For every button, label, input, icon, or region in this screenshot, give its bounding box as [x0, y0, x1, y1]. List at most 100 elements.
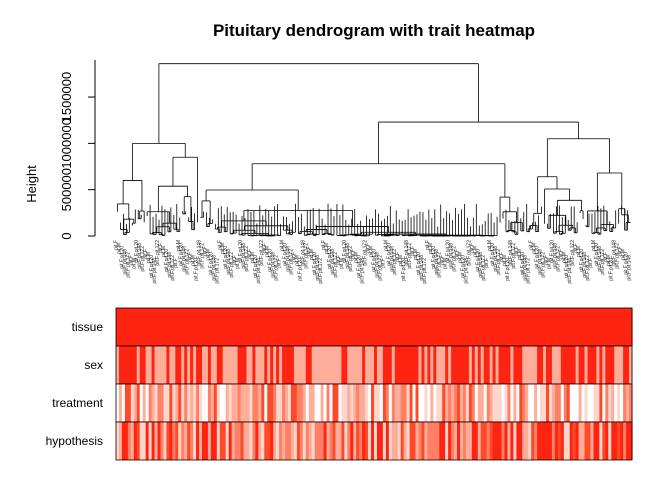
- heatmap-cell: [507, 384, 512, 422]
- heatmap-cell: [400, 384, 405, 422]
- heatmap-cell: [329, 422, 334, 460]
- heatmap-cell: [293, 346, 298, 384]
- heatmap-cell: [359, 346, 363, 384]
- heatmap-cell: [145, 422, 150, 460]
- heatmap-cell: [169, 384, 173, 422]
- heatmap-cell: [305, 308, 310, 346]
- heatmap-cell: [629, 308, 633, 346]
- heatmap-cell: [412, 422, 417, 460]
- heatmap-cell: [160, 346, 165, 384]
- heatmap-cell: [492, 422, 497, 460]
- heatmap-cell: [602, 346, 606, 384]
- leaf-label: pit.F.pit.148: [478, 252, 484, 278]
- leaf-label: pit.F.pit.172: [481, 255, 487, 281]
- heatmap-cell: [418, 422, 423, 460]
- heatmap-cell: [246, 308, 251, 346]
- leaf-label: pit.F: [202, 246, 208, 256]
- leaf-label: pit.F: [113, 240, 119, 250]
- heatmap-cell: [602, 308, 606, 346]
- heatmap-cell: [519, 422, 523, 460]
- heatmap-cell: [489, 308, 494, 346]
- heatmap-cell: [255, 422, 259, 460]
- heatmap-cell: [243, 308, 248, 346]
- heatmap-cell: [365, 308, 369, 346]
- heatmap-cell: [528, 384, 532, 422]
- heatmap-cell: [362, 308, 366, 346]
- heatmap-cell: [225, 308, 230, 346]
- heatmap-cell: [237, 308, 242, 346]
- heatmap-cell: [210, 422, 215, 460]
- heatmap-cell: [308, 346, 313, 384]
- heatmap-cell: [575, 384, 580, 422]
- heatmap-cell: [569, 346, 574, 384]
- leaf-label: pit.F.pit.20: [179, 243, 185, 266]
- leaf-label: pit.F.pit.148: [182, 246, 188, 272]
- heatmap-cell: [335, 346, 340, 384]
- heatmap-cell: [148, 422, 153, 460]
- heatmap-cell: [623, 422, 627, 460]
- heatmap-cell: [507, 308, 512, 346]
- leaf-label: pit.F: [484, 258, 490, 268]
- heatmap-cell: [255, 308, 259, 346]
- heatmap-cell: [317, 384, 322, 422]
- trait-row-label: tissue: [72, 320, 104, 334]
- heatmap-cell: [329, 384, 334, 422]
- leaf-label: pit.F: [440, 255, 446, 265]
- leaf-label: pit.F: [188, 252, 194, 262]
- heatmap-cell: [142, 384, 147, 422]
- leaf-label: pit.F.pit.172: [452, 246, 458, 272]
- heatmap-cell: [317, 422, 322, 460]
- heatmap-cell: [424, 308, 428, 346]
- leaf-label: pit.M: [116, 243, 122, 254]
- heatmap-cell: [154, 422, 159, 460]
- heatmap-cell: [255, 384, 259, 422]
- heatmap-cell: [142, 308, 147, 346]
- leaf-label: pit.F.pit.148: [523, 255, 529, 281]
- heatmap-cell: [317, 346, 322, 384]
- heatmap-cell: [178, 422, 182, 460]
- leaf-label: pit.M: [265, 246, 271, 257]
- heatmap-cell: [139, 384, 144, 422]
- heatmap-cell: [329, 308, 334, 346]
- heatmap-cell: [551, 346, 556, 384]
- heatmap-cell: [190, 422, 194, 460]
- heatmap-cell: [302, 384, 307, 422]
- heatmap-cell: [439, 384, 443, 422]
- heatmap-cell: [572, 346, 577, 384]
- heatmap-cell: [181, 346, 185, 384]
- heatmap-cell: [213, 308, 218, 346]
- heatmap-cell: [495, 308, 500, 346]
- leaf-label: pit.F: [543, 255, 549, 265]
- heatmap-cell: [498, 422, 503, 460]
- leaf-label: pit.M: [250, 252, 256, 263]
- leaf-label: pit.F.pit.172: [199, 243, 205, 269]
- leaf-label: pit.F.pit.20: [416, 252, 422, 275]
- heatmap-cell: [258, 308, 262, 346]
- leaf-label: pit.M: [472, 246, 478, 257]
- heatmap-cell: [400, 422, 405, 460]
- heatmap-cell: [486, 384, 491, 422]
- leaf-label: pit.M: [621, 249, 627, 260]
- heatmap-cell: [228, 308, 233, 346]
- heatmap-cell: [626, 308, 630, 346]
- heatmap-cell: [451, 308, 455, 346]
- leaf-label: pit.M: [205, 249, 211, 260]
- heatmap-cell: [204, 422, 209, 460]
- heatmap-cell: [288, 308, 292, 346]
- heatmap-cell: [498, 384, 503, 422]
- heatmap-cell: [569, 384, 574, 422]
- leaf-label: pit.F: [262, 243, 268, 253]
- heatmap-cell: [477, 308, 482, 346]
- heatmap-cell: [222, 346, 227, 384]
- heatmap-cell: [172, 346, 176, 384]
- heatmap-cell: [225, 384, 230, 422]
- leaf-label: pit.F.pit.20: [371, 249, 377, 272]
- leaf-label: pit.F.pit.20: [208, 252, 214, 275]
- leaf-label: pit.F.pit.20: [253, 255, 259, 278]
- leaf-label: pit.M: [487, 240, 493, 251]
- heatmap-cell: [382, 422, 387, 460]
- heatmap-cell: [199, 384, 203, 422]
- heatmap-cell: [347, 384, 351, 422]
- leaf-label: pit.F: [217, 240, 223, 250]
- heatmap-cell: [554, 308, 559, 346]
